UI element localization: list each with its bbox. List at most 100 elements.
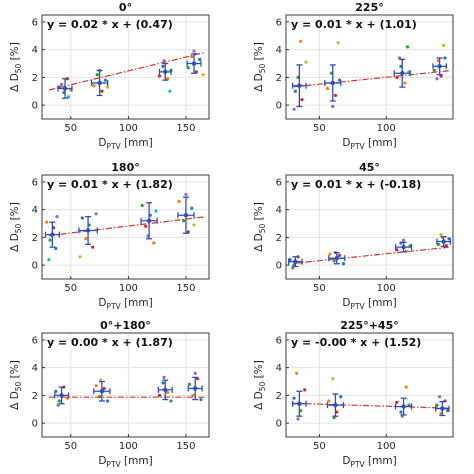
- y-tick-label: 2: [276, 73, 282, 84]
- y-tick-label: 4: [32, 45, 38, 56]
- data-point: [94, 212, 98, 216]
- x-tick-label: 50: [64, 123, 77, 134]
- x-axis-label-sub: PTV: [106, 142, 121, 151]
- mean-marker: [97, 80, 102, 86]
- data-point: [295, 371, 299, 375]
- panel-2: 0 2 4 6 50 100 225° y = 0.01 * x + (1.01) DPTV […: [253, 1, 454, 151]
- mean-marker: [163, 387, 168, 393]
- data-point: [54, 389, 58, 393]
- mean-marker: [62, 86, 68, 91]
- y-tick-label: 6: [276, 177, 282, 188]
- panel-title: 0°+180°: [100, 319, 151, 332]
- x-axis-label-main: D: [342, 137, 350, 149]
- data-point: [165, 391, 170, 395]
- data-point: [103, 78, 107, 82]
- y-tick-label: 4: [32, 205, 38, 216]
- y-tick-label: 6: [276, 335, 282, 346]
- data-point: [304, 60, 308, 64]
- x-tick-label: 50: [64, 441, 77, 452]
- x-axis-label: DPTV [mm]: [342, 297, 396, 311]
- data-point: [184, 192, 188, 197]
- data-point: [299, 39, 303, 43]
- data-point: [144, 224, 148, 228]
- mean-marker: [333, 402, 338, 408]
- x-tick-label: 50: [313, 441, 326, 452]
- x-axis-label-main: D: [342, 455, 350, 467]
- data-point: [154, 209, 158, 213]
- x-axis-label-sub: PTV: [106, 302, 121, 311]
- mean-marker: [59, 393, 64, 398]
- y-tick-label: 2: [32, 233, 38, 244]
- mean-marker: [297, 401, 302, 406]
- y-axis-label-main: Δ D: [9, 391, 21, 410]
- x-axis-label-unit: [mm]: [365, 137, 397, 149]
- panel-title: 0°: [119, 1, 132, 14]
- data-point: [333, 93, 338, 98]
- x-axis-label-unit: [mm]: [121, 137, 153, 149]
- data-point: [331, 377, 335, 381]
- data-point: [401, 238, 406, 242]
- fit-equation: y = 0.00 * x + (1.87): [47, 336, 173, 349]
- data-point: [162, 375, 166, 379]
- y-tick-label: 2: [276, 391, 282, 402]
- fit-equation: y = 0.02 * x + (0.47): [47, 18, 173, 31]
- data-point: [161, 381, 165, 385]
- data-point: [80, 216, 84, 220]
- x-axis-label: DPTV [mm]: [98, 297, 152, 311]
- y-axis-label: Δ D50 [%]: [9, 202, 23, 252]
- plot-area: [42, 15, 209, 119]
- fit-line: [293, 402, 450, 409]
- data-point: [193, 371, 197, 375]
- x-axis-label-unit: [mm]: [365, 455, 397, 467]
- data-point: [78, 255, 82, 259]
- data-point: [442, 43, 446, 48]
- y-axis-label: Δ D50 [%]: [253, 42, 267, 92]
- data-point: [198, 57, 202, 61]
- data-point: [395, 400, 399, 404]
- mean-marker: [441, 239, 446, 244]
- x-tick-label: 100: [377, 441, 396, 452]
- y-tick-label: 0: [276, 261, 282, 272]
- y-tick-label: 4: [276, 45, 282, 56]
- mean-marker: [334, 256, 339, 261]
- data-point: [102, 386, 106, 391]
- panel-title: 225°+45°: [340, 319, 399, 332]
- y-tick-label: 2: [32, 73, 38, 84]
- plot-area: [286, 333, 453, 437]
- y-tick-label: 4: [276, 363, 282, 374]
- mean-marker: [191, 61, 197, 66]
- panel-3: 0 2 4 6 50 100 150 180° y = 0.01 * x + (1.82) DPT…: [9, 161, 210, 311]
- data-point: [331, 104, 335, 109]
- y-tick-label: 2: [276, 233, 282, 244]
- x-axis-label-sub: PTV: [350, 460, 365, 469]
- y-axis-label-main: Δ D: [9, 73, 21, 92]
- x-tick-label: 50: [313, 123, 326, 134]
- data-point: [201, 73, 205, 77]
- data-point: [140, 203, 144, 208]
- y-tick-label: 6: [32, 17, 38, 28]
- fit-equation: y = -0.00 * x + (1.52): [291, 336, 421, 349]
- y-tick-label: 4: [32, 363, 38, 374]
- fit-equation: y = 0.01 * x + (-0.18): [291, 178, 421, 191]
- fit-equation: y = 0.01 * x + (1.01): [291, 18, 417, 31]
- x-tick-label: 50: [64, 283, 77, 294]
- x-axis-label-main: D: [98, 455, 106, 467]
- panel-4: 0 2 4 6 50 100 45° y = 0.01 * x + (-0.18) DPTV […: [253, 161, 454, 311]
- y-axis-label-unit: [%]: [253, 360, 265, 382]
- axes-box: [41, 174, 210, 280]
- x-axis-label-main: D: [98, 297, 106, 309]
- data-point: [168, 89, 172, 93]
- axes-box: [285, 14, 454, 120]
- fit-equation: y = 0.01 * x + (1.82): [47, 178, 173, 191]
- y-axis-label-unit: [%]: [253, 42, 265, 64]
- data-point: [337, 253, 342, 258]
- y-axis-label-sub: 50: [14, 223, 23, 233]
- panel-title: 180°: [111, 161, 139, 174]
- y-axis-label-unit: [%]: [9, 360, 21, 382]
- data-point: [405, 45, 410, 49]
- y-axis-label-sub: 50: [14, 381, 23, 391]
- mean-marker: [192, 386, 198, 391]
- y-axis-label-sub: 50: [258, 381, 267, 391]
- x-axis-label: DPTV [mm]: [98, 137, 152, 151]
